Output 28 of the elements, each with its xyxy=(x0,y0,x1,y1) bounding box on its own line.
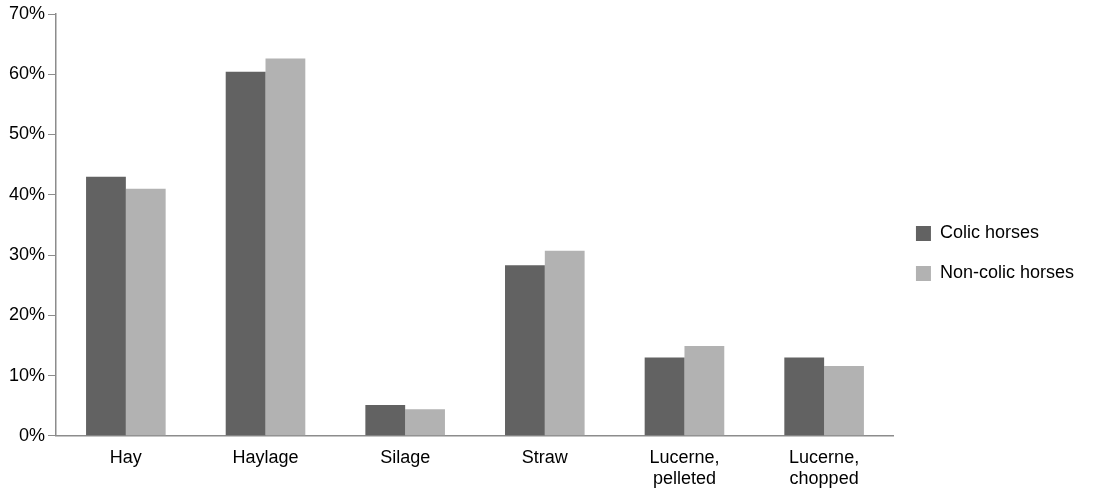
bar xyxy=(405,409,445,436)
x-tick-label: Lucerne, pelleted xyxy=(649,446,720,489)
y-tick-label: 40% xyxy=(9,183,46,204)
bar xyxy=(644,357,685,436)
x-tick-label: Straw xyxy=(521,446,569,467)
x-tick-label: Lucerne, chopped xyxy=(789,446,860,489)
bar xyxy=(784,357,825,436)
y-tick-label: 70% xyxy=(9,2,46,23)
y-tick-label: 30% xyxy=(9,244,46,264)
bar xyxy=(684,346,725,436)
y-tick-label: 20% xyxy=(9,304,46,325)
x-tick-label: Hay xyxy=(109,446,142,467)
bar xyxy=(225,71,266,436)
bar xyxy=(824,365,864,436)
legend-label: Non-colic horses xyxy=(939,262,1075,283)
y-tick-label: 50% xyxy=(9,123,46,144)
bar xyxy=(125,188,166,436)
bar xyxy=(544,250,585,436)
y-tick-label: 60% xyxy=(9,63,46,84)
x-tick-label: Silage xyxy=(380,446,431,467)
bar xyxy=(505,265,545,436)
bar xyxy=(265,58,306,436)
y-tick-label: 10% xyxy=(9,364,46,385)
legend-label: Colic horses xyxy=(939,222,1039,243)
bar xyxy=(86,176,126,436)
x-tick-label: Haylage xyxy=(232,446,299,467)
y-tick-label: 0% xyxy=(19,424,46,445)
bar xyxy=(365,405,406,436)
